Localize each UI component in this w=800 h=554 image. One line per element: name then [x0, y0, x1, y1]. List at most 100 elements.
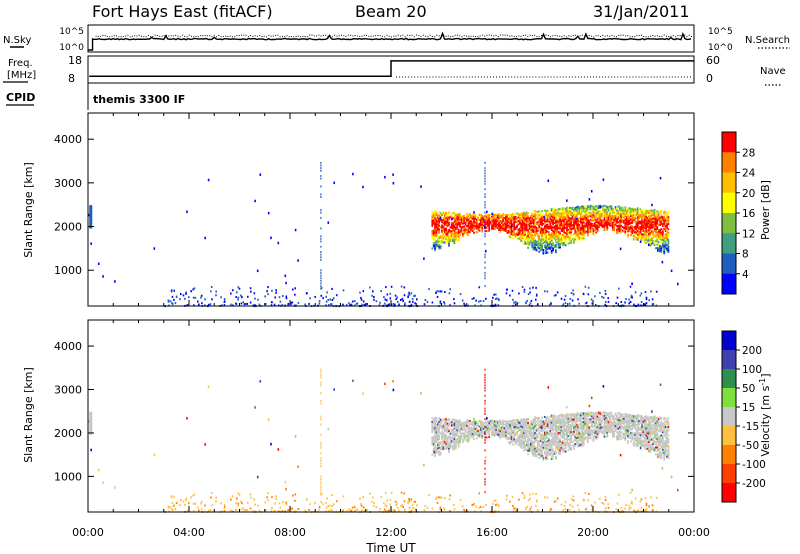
velocity-cell [452, 446, 454, 449]
velocity-cell [645, 420, 648, 423]
power-cell [639, 232, 642, 235]
velocity-cell [506, 420, 509, 423]
velocity-cell [473, 438, 475, 441]
power-cell [500, 227, 503, 230]
velocity-cell [648, 444, 650, 447]
power-cell [511, 233, 514, 236]
velocity-cell [539, 422, 542, 425]
velocity-cell [556, 444, 559, 447]
power-cell [545, 238, 548, 241]
power-cell [603, 222, 606, 225]
velocity-cell [567, 445, 570, 448]
velocity-cell [617, 419, 620, 421]
power-cell [464, 223, 467, 226]
power-cell [486, 224, 489, 227]
power-cell [557, 237, 560, 240]
power-cell [603, 224, 606, 226]
velocity-cell [442, 447, 445, 450]
power-cell [657, 243, 660, 245]
power-cell [389, 297, 392, 300]
power-cell [560, 207, 563, 210]
power-cell [320, 253, 322, 256]
power-cell [564, 209, 567, 212]
velocity-cell [543, 438, 546, 441]
velocity-cell [559, 440, 561, 443]
velocity-cell [591, 429, 593, 432]
velocity-cell [628, 420, 631, 423]
velocity-cell [467, 437, 470, 440]
velocity-cell [623, 417, 625, 420]
power-cell [635, 236, 638, 239]
power-cell [561, 235, 564, 238]
power-cell [560, 212, 563, 215]
power-cell [599, 224, 602, 226]
power-cell [531, 228, 534, 231]
power-cell [642, 226, 645, 229]
power-cell [570, 221, 573, 223]
velocity-cell [542, 446, 545, 449]
power-cell [553, 228, 556, 231]
power-cell [657, 229, 660, 231]
power-cell [594, 295, 596, 298]
power-cell [566, 231, 568, 234]
power-cell [471, 216, 474, 218]
power-cell [616, 296, 619, 299]
power-cell [484, 177, 486, 180]
power-cell [617, 214, 620, 217]
velocity-cell [596, 419, 599, 422]
power-cell [530, 216, 532, 219]
velocity-cell [545, 440, 548, 443]
velocity-cell [567, 428, 570, 431]
velocity-cell [627, 428, 629, 430]
power-cell [460, 227, 463, 230]
power-cell [466, 219, 468, 222]
velocity-cell [471, 431, 474, 434]
power-cell [450, 217, 453, 221]
velocity-cell [532, 421, 535, 424]
velocity-cell [584, 415, 586, 418]
power-cell [561, 242, 564, 245]
velocity-cell [535, 438, 538, 441]
power-cell [434, 248, 436, 251]
power-cell [642, 236, 645, 239]
velocity-cell [639, 420, 642, 423]
velocity-cell [446, 443, 449, 446]
power-cell [442, 220, 445, 223]
power-cell [453, 224, 456, 227]
velocity-cell [564, 422, 567, 425]
power-cell [642, 229, 645, 232]
power-cell [631, 225, 634, 228]
power-cell [642, 235, 645, 238]
power-cell [512, 298, 514, 301]
power-cell [521, 214, 524, 217]
velocity-cell [592, 417, 595, 420]
power-cell [657, 215, 660, 218]
velocity-cell [474, 422, 477, 425]
power-cell [443, 229, 446, 232]
velocity-cell [582, 424, 585, 427]
power-cell [600, 216, 603, 219]
velocity-cell [649, 424, 652, 427]
power-cell [552, 231, 554, 234]
power-cell [663, 238, 666, 241]
power-cell [639, 225, 642, 228]
power-cell [485, 223, 488, 226]
power-cell [549, 216, 552, 219]
velocity-cell [586, 432, 589, 435]
power-cell [543, 234, 546, 236]
power-cell [578, 217, 581, 220]
power-cell [536, 212, 539, 215]
power-cell [657, 232, 660, 235]
velocity-cell [611, 424, 614, 427]
power-cell [539, 240, 542, 243]
velocity-cell [542, 457, 545, 460]
power-cell [204, 236, 206, 240]
power-cell [611, 211, 614, 214]
power-cell [392, 303, 395, 305]
power-cell [628, 230, 631, 232]
velocity-cell [448, 428, 450, 431]
cpid-panel: CPID themis 3300 IF [6, 83, 185, 110]
power-cell [555, 233, 557, 236]
velocity-cell [548, 441, 550, 443]
power-cell [582, 225, 585, 228]
